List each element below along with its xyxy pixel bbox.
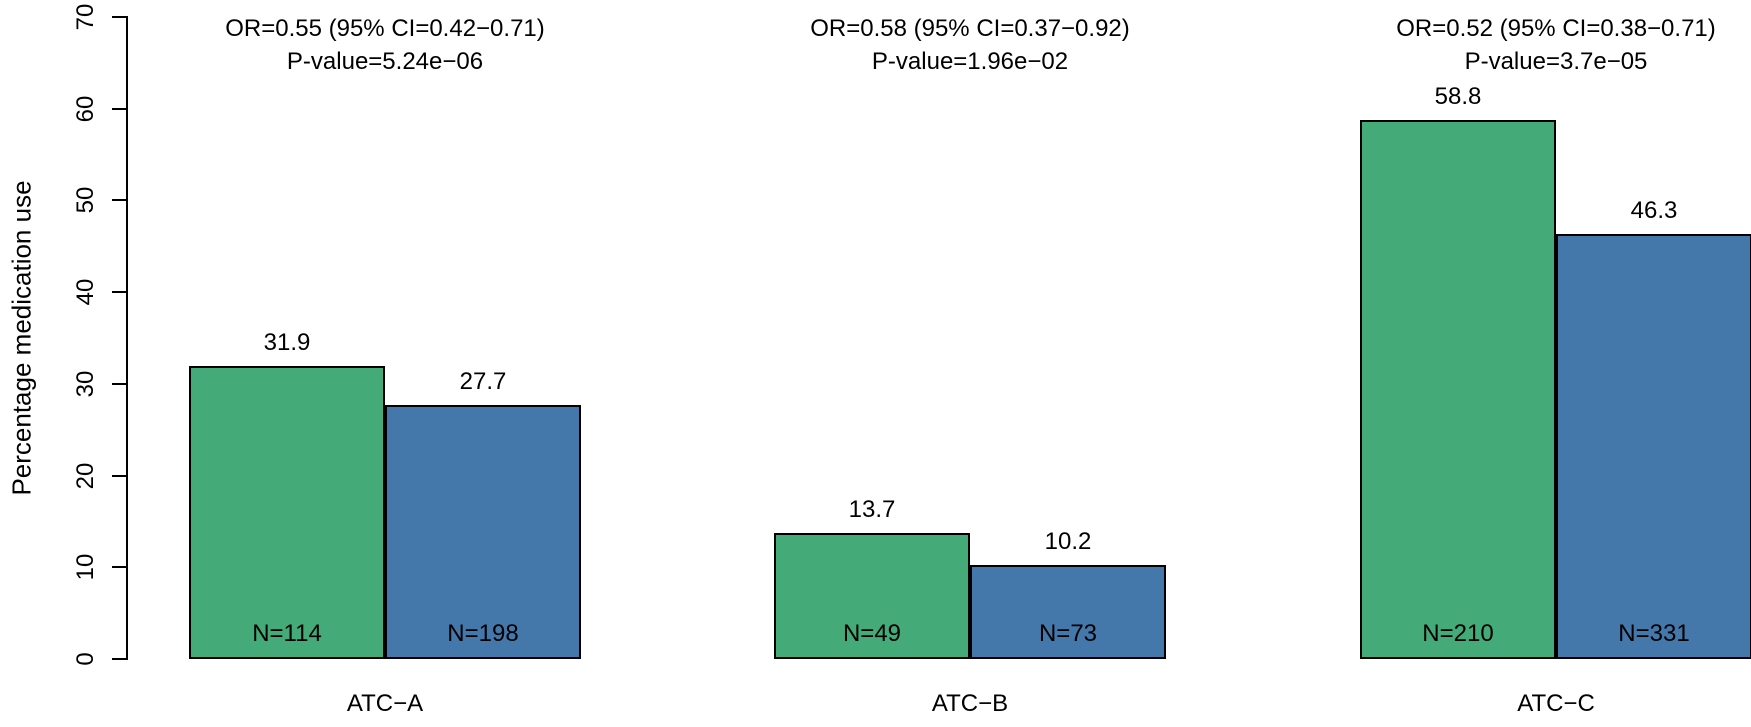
y-axis-tick bbox=[112, 382, 128, 385]
bar-blue bbox=[970, 565, 1166, 659]
bar-green bbox=[774, 533, 970, 659]
bar-n-label: N=331 bbox=[1618, 620, 1690, 647]
x-axis-category-label: ATC−B bbox=[931, 690, 1009, 717]
y-axis-tick bbox=[112, 658, 128, 660]
annotation-pvalue-line: P-value=1.96e−02 bbox=[871, 48, 1069, 75]
y-axis-tick-label: 40 bbox=[72, 278, 99, 306]
y-axis-tick bbox=[112, 16, 128, 19]
group-annotation: OR=0.58 (95% CI=0.37−0.92) P-value=1.96e−… bbox=[810, 12, 1130, 78]
y-axis-tick-label: 30 bbox=[72, 370, 99, 398]
y-axis-tick-label: 50 bbox=[72, 187, 99, 214]
group-annotation: OR=0.52 (95% CI=0.38−0.71) P-value=3.7e−0… bbox=[1396, 12, 1716, 78]
y-axis-tick bbox=[112, 566, 128, 569]
y-axis-tick-label: 0 bbox=[72, 652, 99, 666]
y-axis-line bbox=[126, 16, 128, 660]
bar-n-label: N=210 bbox=[1422, 620, 1494, 647]
group-annotation: OR=0.55 (95% CI=0.42−0.71) P-value=5.24e−… bbox=[225, 12, 545, 78]
y-axis-tick-label: 70 bbox=[72, 3, 99, 31]
y-axis-title: Percentage medication use bbox=[6, 180, 37, 496]
annotation-pvalue-line: P-value=3.7e−05 bbox=[1464, 48, 1648, 75]
bar-n-label: N=49 bbox=[842, 620, 902, 647]
annotation-or-line: OR=0.55 (95% CI=0.42−0.71) bbox=[225, 15, 545, 42]
y-axis-tick bbox=[112, 474, 128, 477]
bar-n-label: N=198 bbox=[447, 620, 519, 647]
y-axis-tick-label: 60 bbox=[72, 95, 99, 123]
y-axis-tick-label: 10 bbox=[72, 553, 99, 581]
annotation-or-line: OR=0.52 (95% CI=0.38−0.71) bbox=[1396, 15, 1716, 42]
bar-value-label: 27.7 bbox=[459, 368, 507, 395]
bar-value-label: 31.9 bbox=[263, 329, 311, 356]
bar-value-label: 13.7 bbox=[848, 496, 896, 523]
bar-green bbox=[1360, 120, 1556, 659]
annotation-or-line: OR=0.58 (95% CI=0.37−0.92) bbox=[810, 15, 1130, 42]
y-axis-tick bbox=[112, 107, 128, 110]
y-axis-tick bbox=[112, 199, 128, 202]
x-axis-category-label: ATC−C bbox=[1517, 690, 1595, 717]
bar-blue bbox=[1556, 234, 1751, 659]
y-axis-tick-label: 20 bbox=[72, 462, 99, 489]
bar-value-label: 10.2 bbox=[1044, 528, 1092, 555]
x-axis-category-label: ATC−A bbox=[346, 690, 424, 717]
annotation-pvalue-line: P-value=5.24e−06 bbox=[286, 48, 484, 75]
bar-n-label: N=73 bbox=[1038, 620, 1098, 647]
bar-green bbox=[189, 366, 385, 659]
bar-value-label: 58.8 bbox=[1434, 83, 1482, 110]
y-axis-tick bbox=[112, 291, 128, 294]
bar-blue bbox=[385, 405, 581, 659]
bar-value-label: 46.3 bbox=[1630, 197, 1678, 224]
bar-n-label: N=114 bbox=[252, 620, 322, 647]
